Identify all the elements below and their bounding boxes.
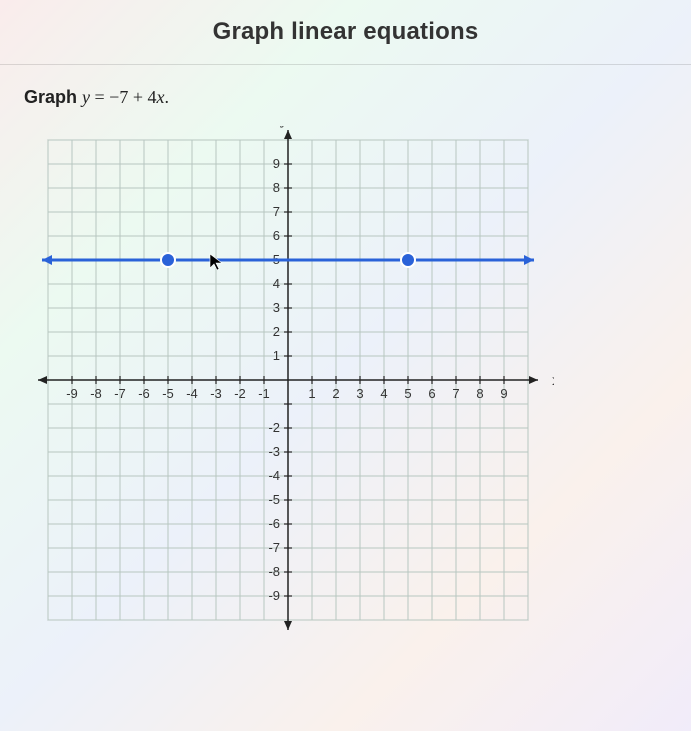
x-tick-label: -3 — [210, 386, 222, 401]
arrowhead-icon — [284, 130, 292, 139]
line-arrowhead-icon — [42, 255, 52, 265]
y-tick-label: -6 — [268, 516, 280, 531]
x-tick-label: 1 — [308, 386, 315, 401]
x-tick-label: -1 — [258, 386, 270, 401]
y-tick-label: 8 — [273, 180, 280, 195]
y-tick-label: -4 — [268, 468, 280, 483]
draggable-point[interactable] — [401, 253, 415, 267]
x-tick-label: -2 — [234, 386, 246, 401]
x-tick-label: -7 — [114, 386, 126, 401]
problem-prompt: Graph y = −7 + 4x. — [24, 87, 691, 108]
divider — [0, 64, 691, 65]
y-tick-label: 6 — [273, 228, 280, 243]
page-title: Graph linear equations — [0, 0, 691, 46]
y-tick-label: -7 — [268, 540, 280, 555]
y-tick-label: 4 — [273, 276, 280, 291]
x-tick-label: 4 — [380, 386, 387, 401]
arrowhead-icon — [529, 376, 538, 384]
x-tick-label: -6 — [138, 386, 150, 401]
x-axis-label: x — [552, 372, 554, 389]
y-tick-label: -9 — [268, 588, 280, 603]
x-tick-label: -8 — [90, 386, 102, 401]
line-arrowhead-icon — [524, 255, 534, 265]
graph-container[interactable]: -9-8-7-6-5-4-3-2-1123456789987654321-2-3… — [34, 126, 691, 646]
y-tick-label: -2 — [268, 420, 280, 435]
y-tick-label: 9 — [273, 156, 280, 171]
x-tick-label: 6 — [428, 386, 435, 401]
x-tick-label: -9 — [66, 386, 78, 401]
draggable-point[interactable] — [161, 253, 175, 267]
x-tick-label: -5 — [162, 386, 174, 401]
y-axis-label: y — [280, 126, 288, 128]
y-tick-label: -5 — [268, 492, 280, 507]
x-tick-label: 7 — [452, 386, 459, 401]
y-tick-label: -8 — [268, 564, 280, 579]
prompt-equation: y = −7 + 4x. — [82, 87, 169, 107]
arrowhead-icon — [38, 376, 47, 384]
x-tick-label: 5 — [404, 386, 411, 401]
y-tick-label: 1 — [273, 348, 280, 363]
y-tick-label: 2 — [273, 324, 280, 339]
x-tick-label: -4 — [186, 386, 198, 401]
y-tick-label: 3 — [273, 300, 280, 315]
x-tick-label: 3 — [356, 386, 363, 401]
y-tick-label: -3 — [268, 444, 280, 459]
x-tick-label: 9 — [500, 386, 507, 401]
coordinate-plane[interactable]: -9-8-7-6-5-4-3-2-1123456789987654321-2-3… — [34, 126, 554, 646]
arrowhead-icon — [284, 621, 292, 630]
x-tick-label: 8 — [476, 386, 483, 401]
x-tick-label: 2 — [332, 386, 339, 401]
prompt-label: Graph — [24, 87, 77, 107]
page: Graph linear equations Graph y = −7 + 4x… — [0, 0, 691, 731]
y-tick-label: 7 — [273, 204, 280, 219]
